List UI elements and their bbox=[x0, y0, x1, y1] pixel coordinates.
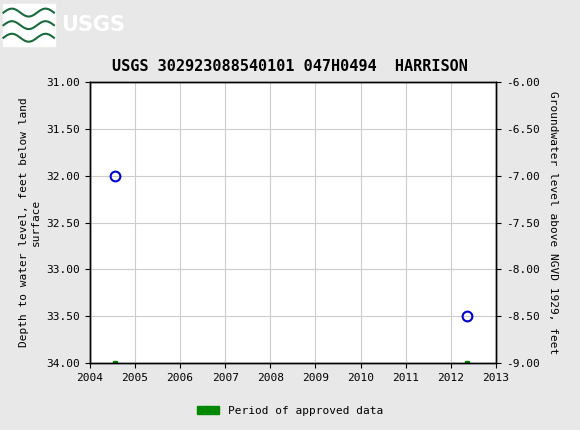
Bar bbox=[3, 4, 55, 46]
Text: USGS: USGS bbox=[61, 15, 125, 35]
Legend: Period of approved data: Period of approved data bbox=[193, 401, 387, 420]
Text: USGS 302923088540101 047H0494  HARRISON: USGS 302923088540101 047H0494 HARRISON bbox=[112, 59, 468, 74]
Y-axis label: Groundwater level above NGVD 1929, feet: Groundwater level above NGVD 1929, feet bbox=[548, 91, 558, 354]
Y-axis label: Depth to water level, feet below land
surface: Depth to water level, feet below land su… bbox=[19, 98, 41, 347]
